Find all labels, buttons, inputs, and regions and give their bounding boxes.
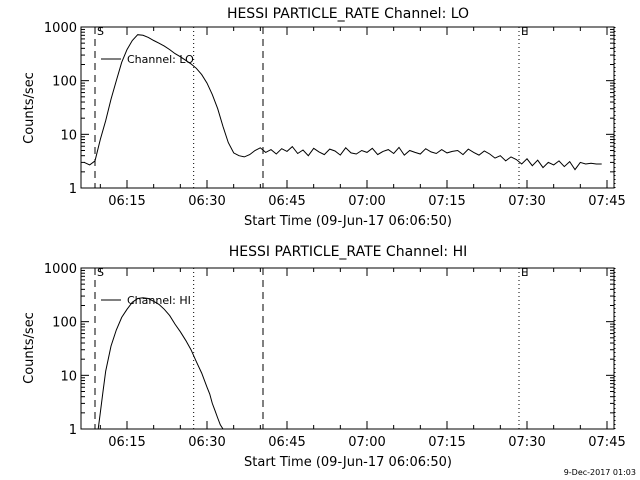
marker-label: E [521,25,528,38]
y-tick-label: 10 [60,128,77,143]
x-tick-label: 07:00 [348,435,385,450]
plot-frame [80,26,615,189]
y-tick-label: 1 [69,182,77,197]
chart-panel-hi: HESSI PARTICLE_RATE Channel: HI 1 10 100 10… [22,244,626,470]
legend-label: Channel: LO [127,53,194,66]
x-tick-label: 07:15 [428,194,465,209]
legend-label: Channel: HI [127,294,191,307]
y-axis-label-lo: Counts/sec [22,72,37,144]
x-tick-label: 06:45 [268,194,305,209]
marker-label: S [97,25,104,38]
x-tick-label: 07:00 [348,194,385,209]
marker-label: S [97,266,104,279]
x-tick-label: 06:15 [108,435,145,450]
y-axis-label-hi: Counts/sec [22,312,37,384]
y-tick-label: 1000 [44,21,77,36]
x-tick-label: 07:15 [428,435,465,450]
chart-plot-lo: 1 10 100 1000 06:15 06:30 06:45 07:00 07:15 07:30… [44,21,626,209]
x-axis-label-hi: Start Time (09-Jun-17 06:06:50) [244,455,452,470]
chart-plot-hi: 1 10 100 1000 06:15 06:30 06:45 07:00 07:15 07:30… [44,262,626,450]
x-tick-label: 07:45 [588,435,625,450]
y-tick-label: 100 [52,316,77,331]
y-tick-label: 100 [52,75,77,90]
series-line [84,34,602,171]
y-tick-label: 10 [60,369,77,384]
plot-frame [80,267,615,430]
chart-panel-lo: HESSI PARTICLE_RATE Channel: LO 1 10 100 10… [22,6,626,229]
x-tick-label: 06:15 [108,194,145,209]
chart-title-hi: HESSI PARTICLE_RATE Channel: HI [229,244,467,260]
y-tick-label: 1000 [44,262,77,277]
x-tick-label: 07:30 [508,194,545,209]
x-axis-label-lo: Start Time (09-Jun-17 06:06:50) [244,214,452,229]
chart-title-lo: HESSI PARTICLE_RATE Channel: LO [227,6,469,22]
x-tick-label: 06:45 [268,435,305,450]
series-line [97,297,224,430]
x-tick-label: 07:30 [508,435,545,450]
footer-timestamp: 9-Dec-2017 01:03 [564,468,636,477]
x-tick-label: 06:30 [188,435,225,450]
y-tick-label: 1 [69,423,77,438]
x-tick-label: 07:45 [588,194,625,209]
x-tick-label: 06:30 [188,194,225,209]
marker-label: E [521,266,528,279]
